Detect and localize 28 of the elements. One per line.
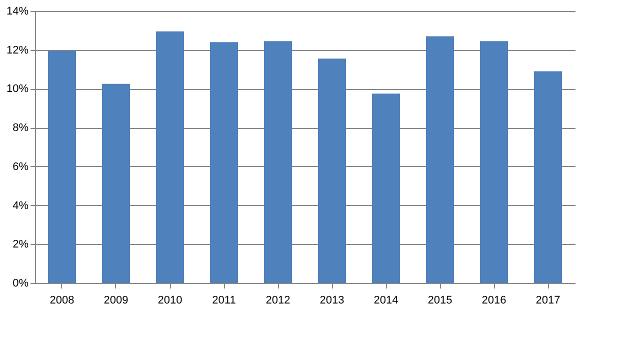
- x-tick-label: 2015: [428, 294, 452, 306]
- bar: [102, 84, 130, 283]
- bar: [372, 94, 400, 283]
- y-tick-label: 6%: [12, 160, 29, 173]
- x-tick-label: 2011: [212, 294, 236, 306]
- x-tick-label: 2012: [266, 294, 290, 306]
- bar: [534, 71, 562, 283]
- y-tick-label: 14%: [6, 6, 29, 18]
- bar: [264, 41, 292, 283]
- bar: [156, 31, 184, 283]
- bar: [426, 36, 454, 283]
- x-tick-label: 2016: [482, 294, 506, 306]
- x-tick-label: 2008: [50, 294, 74, 306]
- x-tick-label: 2010: [158, 294, 182, 306]
- bar: [210, 42, 238, 283]
- y-tick-label: 4%: [12, 200, 29, 212]
- x-tick-label: 2013: [320, 294, 344, 306]
- y-tick-label: 10%: [6, 83, 29, 96]
- y-tick-label: 0%: [12, 278, 29, 290]
- x-tick-label: 2014: [374, 294, 398, 306]
- x-tick-label: 2009: [104, 294, 128, 306]
- y-tick-label: 12%: [6, 44, 29, 56]
- y-tick-label: 2%: [12, 238, 29, 251]
- bar: [48, 50, 76, 283]
- bar: [318, 58, 346, 283]
- y-tick-label: 8%: [12, 122, 29, 134]
- x-tick-label: 2017: [536, 294, 560, 306]
- bar: [480, 41, 508, 283]
